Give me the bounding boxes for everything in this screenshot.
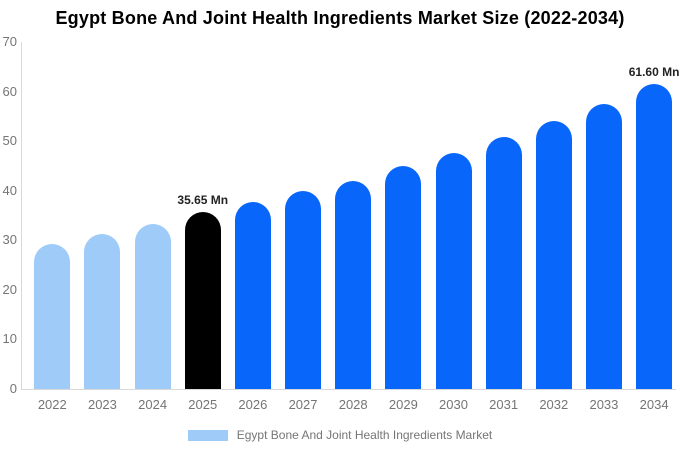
y-axis-tick-label: 30	[2, 232, 17, 248]
bar-2029	[385, 166, 422, 389]
x-axis-tick-label: 2022	[37, 397, 67, 412]
bar-2027	[285, 191, 322, 389]
x-axis-tick-label: 2033	[589, 397, 619, 412]
chart-title: Egypt Bone And Joint Health Ingredients …	[55, 8, 625, 28]
x-axis-tick-label: 2031	[489, 397, 519, 412]
y-axis-tick-label: 50	[2, 133, 17, 149]
bar-2030	[435, 152, 472, 389]
x-axis-tick-label: 2025	[188, 397, 218, 412]
y-axis-tick-label: 60	[2, 83, 17, 99]
y-axis-tick-label: 20	[2, 281, 17, 297]
x-axis-tick-label: 2029	[388, 397, 418, 412]
x-axis-tick-label: 2032	[539, 397, 569, 412]
bar-2034	[636, 83, 673, 389]
legend-swatch	[187, 429, 228, 441]
bar-value-label: 61.60 Mn	[628, 64, 680, 79]
y-axis-tick-label: 40	[2, 182, 17, 198]
x-axis-tick-label: 2026	[238, 397, 268, 412]
x-axis-tick-label: 2027	[288, 397, 318, 412]
bar-2031	[485, 136, 522, 389]
bar-2022	[34, 244, 71, 389]
legend-label: Egypt Bone And Joint Health Ingredients …	[236, 428, 493, 442]
bar-2024	[134, 223, 171, 389]
x-axis-tick-label: 2023	[87, 397, 117, 412]
bar-2026	[234, 202, 271, 389]
y-axis-tick-label: 70	[2, 34, 17, 49]
x-axis-tick-label: 2024	[138, 397, 168, 412]
bar-2033	[585, 103, 622, 389]
x-axis-tick-label: 2028	[338, 397, 368, 412]
y-axis-tick-label: 0	[9, 381, 17, 396]
y-axis-line	[21, 42, 22, 389]
bar-2023	[84, 233, 121, 389]
x-axis-tick-label: 2030	[439, 397, 468, 412]
legend: Egypt Bone And Joint Health Ingredients …	[0, 427, 680, 443]
x-axis-line	[21, 389, 676, 390]
bar-value-label: 35.65 Mn	[177, 193, 229, 208]
y-axis-tick-label: 10	[2, 331, 17, 347]
x-axis-tick-label: 2034	[639, 397, 669, 412]
bar-2025	[184, 212, 221, 389]
bar-2028	[335, 180, 372, 389]
bar-2032	[535, 120, 572, 389]
